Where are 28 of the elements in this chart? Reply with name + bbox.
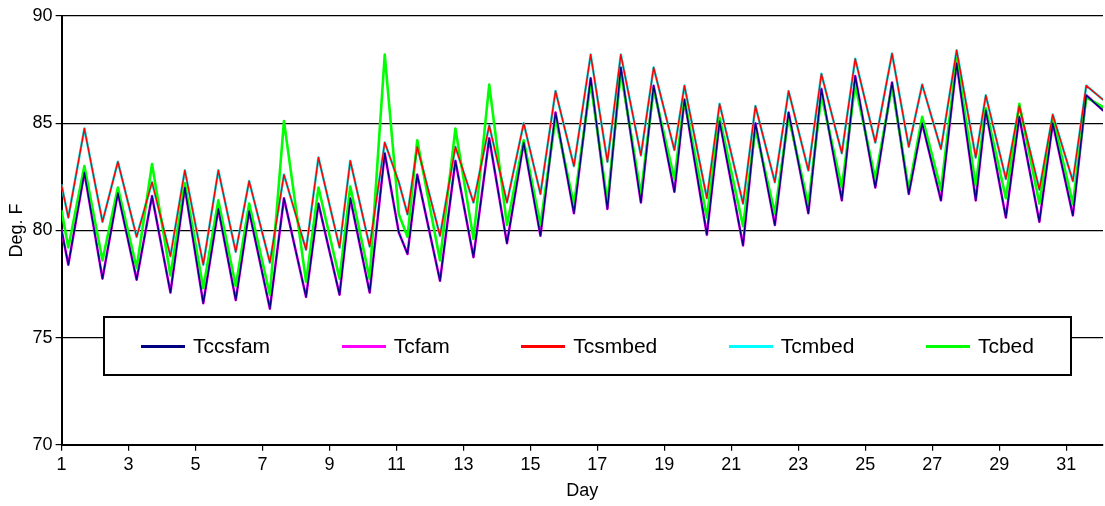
x-tick-label: 21 — [721, 453, 742, 474]
x-tick-label: 11 — [387, 453, 406, 474]
x-tick-label: 9 — [324, 453, 335, 474]
x-tick-label: 23 — [788, 453, 809, 474]
legend-label: Tcmbed — [780, 334, 855, 359]
x-tick-label: 3 — [123, 453, 134, 474]
y-tick-label: 85 — [32, 112, 53, 133]
x-tick-label: 7 — [257, 453, 268, 474]
y-axis-title: Deg. F — [5, 203, 26, 258]
legend-label: Tccsfam — [193, 334, 271, 359]
y-tick-label: 75 — [32, 326, 53, 347]
y-tick-label: 90 — [32, 4, 53, 25]
legend-label: Tcbed — [977, 334, 1034, 359]
y-tick-label: 80 — [32, 219, 53, 240]
x-tick-label: 25 — [855, 453, 876, 474]
x-tick-label: 17 — [587, 453, 608, 474]
x-tick-label: 19 — [654, 453, 675, 474]
x-tick-label: 1 — [56, 453, 67, 474]
x-tick-label: 13 — [453, 453, 474, 474]
legend-label: Tcfam — [393, 334, 450, 359]
x-tick-label: 5 — [190, 453, 201, 474]
legend-label: Tcsmbed — [573, 334, 658, 359]
y-tick-label: 70 — [32, 433, 53, 454]
x-tick-label: 27 — [922, 453, 943, 474]
x-tick-label: 15 — [520, 453, 541, 474]
x-tick-label: 31 — [1056, 453, 1077, 474]
x-axis-title: Day — [566, 480, 599, 501]
x-tick-label: 29 — [989, 453, 1010, 474]
